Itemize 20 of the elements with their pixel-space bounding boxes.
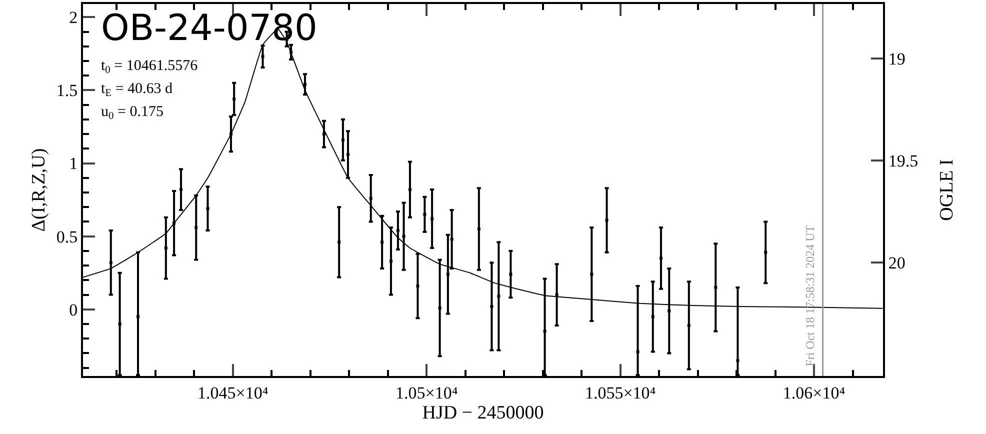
y-tick-label: 0: [69, 300, 78, 320]
y2-tick-label: 19.5: [888, 152, 918, 171]
y-tick-label: 2: [69, 8, 78, 28]
y2-tick-label: 20: [888, 254, 906, 273]
annotation: t$_{E}$ = 40.63 d: [101, 81, 174, 100]
x-tick-label: 1.06×10⁴: [782, 383, 846, 402]
y-tick-label: 1: [69, 154, 78, 174]
chart-title: OB-24-0780: [101, 8, 318, 49]
y-tick-label: 1.5: [56, 81, 78, 100]
x-axis-title: HJD − 2450000: [422, 402, 544, 424]
y-axis-title: Δ(I,R,Z,U): [28, 148, 50, 232]
x-tick-label: 1.05×10⁴: [395, 383, 458, 402]
y2-axis-title: OGLE I: [936, 159, 958, 221]
y-tick-label: 0.5: [56, 227, 78, 246]
annotation: t$_{0}$ = 10461.5576: [101, 58, 198, 76]
y2-tick-label: 19: [888, 50, 906, 69]
annotation: Fri Oct 18 17:58:31 2024 UT: [803, 224, 818, 366]
x-tick-label: 1.055×10⁴: [584, 383, 656, 402]
annotation: u$_{0}$ = 0.175: [101, 104, 164, 122]
x-tick-label: 1.045×10⁴: [198, 383, 268, 402]
